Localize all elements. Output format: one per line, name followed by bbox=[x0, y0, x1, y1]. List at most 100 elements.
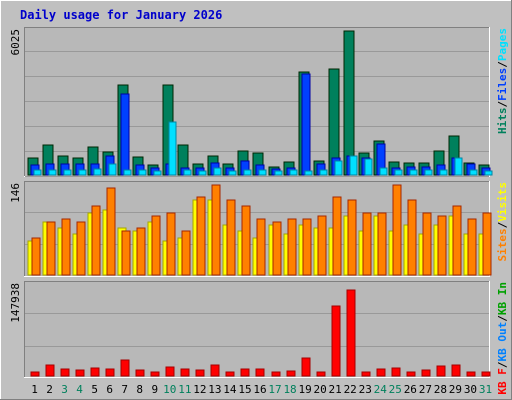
day-label-21: 21 bbox=[329, 383, 342, 396]
day-label-27: 27 bbox=[419, 383, 432, 396]
day-label-2: 2 bbox=[46, 383, 53, 396]
day-label-16: 16 bbox=[253, 383, 266, 396]
bar-sites-day-2 bbox=[46, 221, 56, 276]
legend-entry: Visits bbox=[496, 182, 509, 222]
day-label-12: 12 bbox=[193, 383, 206, 396]
bar-sites-day-13 bbox=[211, 184, 221, 276]
bar-kb-f-day-29 bbox=[451, 364, 461, 377]
day-label-24: 24 bbox=[374, 383, 388, 396]
max-value-label: 147938 bbox=[9, 283, 22, 323]
bar-sites-day-7 bbox=[121, 230, 131, 276]
bar-sites-day-22 bbox=[347, 199, 357, 276]
day-label-8: 8 bbox=[136, 383, 143, 396]
bar-kb-f-day-11 bbox=[180, 368, 190, 377]
day-label-20: 20 bbox=[314, 383, 327, 396]
bar-kb-f-day-6 bbox=[105, 368, 115, 377]
bar-kb-f-day-20 bbox=[316, 371, 326, 377]
day-label-11: 11 bbox=[178, 383, 191, 396]
bar-sites-day-17 bbox=[272, 221, 282, 276]
bar-pages-day-16 bbox=[258, 169, 267, 176]
day-label-4: 4 bbox=[76, 383, 83, 396]
day-label-29: 29 bbox=[449, 383, 462, 396]
bar-sites-day-30 bbox=[467, 218, 477, 276]
bar-kb-f-day-19 bbox=[301, 357, 311, 377]
bar-pages-day-28 bbox=[439, 169, 448, 176]
bar-pages-day-12 bbox=[198, 170, 207, 176]
bar-sites-day-23 bbox=[362, 212, 372, 276]
day-label-5: 5 bbox=[91, 383, 98, 396]
bar-pages-day-6 bbox=[108, 163, 117, 176]
legend-entry: / bbox=[496, 221, 509, 228]
panel-kbytes: 147938 KB F/KB Out/KB In bbox=[9, 281, 509, 395]
bar-pages-day-30 bbox=[469, 169, 478, 176]
bar-kb-f-day-2 bbox=[45, 364, 55, 377]
bar-files-day-19 bbox=[301, 73, 311, 176]
bar-pages-day-31 bbox=[484, 170, 493, 176]
bar-pages-day-5 bbox=[93, 168, 102, 176]
bar-sites-day-21 bbox=[332, 196, 342, 276]
bar-pages-day-11 bbox=[183, 169, 192, 176]
bar-pages-day-18 bbox=[289, 169, 298, 176]
bar-pages-day-17 bbox=[274, 170, 283, 176]
legend-entry: / bbox=[496, 315, 509, 322]
bar-sites-day-11 bbox=[181, 230, 191, 276]
bar-sites-day-3 bbox=[61, 218, 71, 276]
bar-sites-day-4 bbox=[76, 221, 86, 276]
bar-pages-day-13 bbox=[213, 167, 222, 176]
legend-entry: KB Out bbox=[496, 322, 509, 362]
day-label-19: 19 bbox=[298, 383, 311, 396]
bar-pages-day-20 bbox=[319, 169, 328, 176]
bar-hits-day-22 bbox=[343, 30, 355, 176]
day-label-28: 28 bbox=[434, 383, 447, 396]
bar-kb-f-day-27 bbox=[421, 369, 431, 377]
legend-entry: Sites bbox=[496, 228, 509, 261]
bar-pages-day-24 bbox=[379, 167, 388, 176]
day-label-1: 1 bbox=[31, 383, 38, 396]
panel-legend: KB F/KB Out/KB In bbox=[496, 282, 509, 395]
bar-sites-day-20 bbox=[317, 215, 327, 276]
bar-kb-f-day-8 bbox=[135, 369, 145, 377]
bar-kb-f-day-25 bbox=[391, 367, 401, 377]
bar-pages-day-25 bbox=[394, 169, 403, 176]
bar-pages-day-23 bbox=[364, 158, 373, 176]
bar-sites-day-9 bbox=[151, 215, 161, 276]
max-value-label: 6025 bbox=[9, 29, 22, 56]
bar-pages-day-15 bbox=[243, 169, 252, 176]
series-pages bbox=[33, 121, 493, 176]
bar-sites-day-27 bbox=[422, 212, 432, 276]
bar-kb-f-day-24 bbox=[376, 368, 386, 377]
series-sites bbox=[31, 184, 492, 276]
bar-kb-f-day-14 bbox=[225, 371, 235, 377]
bar-kb-f-day-15 bbox=[240, 368, 250, 377]
bar-sites-day-31 bbox=[482, 212, 492, 276]
bar-sites-day-25 bbox=[392, 184, 402, 276]
bar-kb-f-day-26 bbox=[406, 371, 416, 377]
bar-kb-f-day-5 bbox=[90, 367, 100, 377]
legend-entry: Hits bbox=[496, 108, 509, 135]
legend-entry: Pages bbox=[496, 28, 509, 61]
bar-kb-f-day-4 bbox=[75, 369, 85, 377]
bar-kb-f-day-30 bbox=[466, 371, 476, 377]
bar-pages-day-19 bbox=[304, 170, 313, 176]
bar-sites-day-24 bbox=[377, 212, 387, 276]
bar-sites-day-18 bbox=[287, 218, 297, 276]
bar-kb-f-day-22 bbox=[346, 289, 356, 377]
legend-entry: / bbox=[496, 61, 509, 68]
bar-kb-f-day-7 bbox=[120, 359, 130, 377]
bar-kb-f-day-10 bbox=[165, 366, 175, 377]
chart-panels: 6025Hits/Files/Pages146Sites/Visits14793… bbox=[9, 27, 509, 395]
bar-pages-day-26 bbox=[409, 169, 418, 176]
day-label-10: 10 bbox=[163, 383, 176, 396]
bar-pages-day-21 bbox=[334, 160, 343, 176]
bar-sites-day-12 bbox=[196, 196, 206, 276]
bar-sites-day-16 bbox=[256, 218, 266, 276]
bar-pages-day-9 bbox=[153, 170, 162, 176]
bar-sites-day-28 bbox=[437, 215, 447, 276]
bar-kb-f-day-3 bbox=[60, 368, 70, 377]
bar-pages-day-27 bbox=[424, 169, 433, 176]
bar-kb-f-day-16 bbox=[255, 368, 265, 377]
bar-pages-day-8 bbox=[138, 169, 147, 176]
